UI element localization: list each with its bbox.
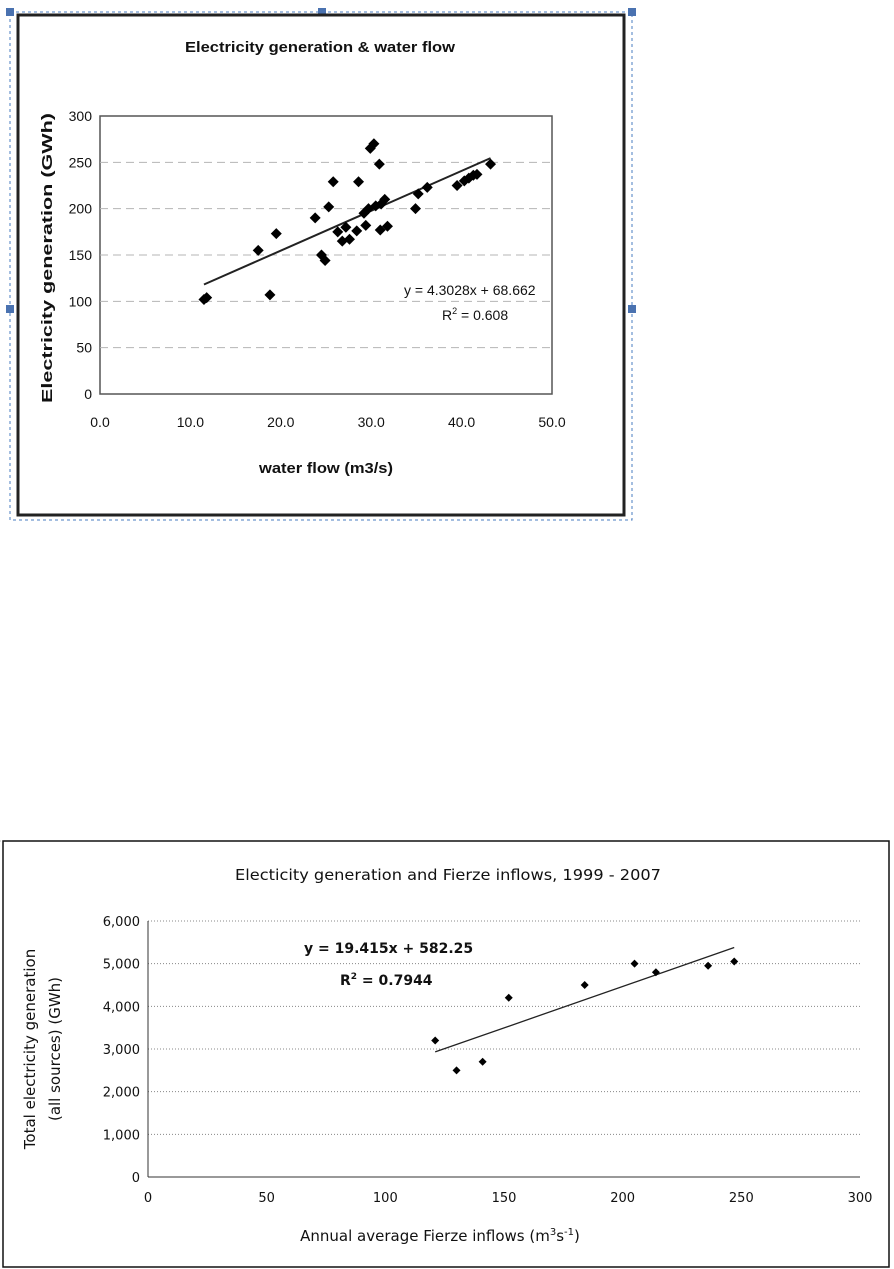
data-point bbox=[379, 193, 391, 205]
data-point bbox=[730, 957, 739, 966]
chart-1-r2-prefix: R bbox=[442, 307, 452, 323]
x-tick-label: 0 bbox=[144, 1191, 152, 1206]
selection-handle-top-center[interactable] bbox=[318, 8, 326, 16]
chart-2-x-axis-label: Annual average Fierze inflows (m3s-1) bbox=[300, 1227, 580, 1245]
data-point bbox=[651, 968, 660, 977]
y-tick-label: 250 bbox=[69, 154, 93, 170]
data-point bbox=[270, 228, 282, 240]
chart-2-x-label-prefix: Annual average Fierze inflows (m bbox=[300, 1227, 550, 1245]
y-tick-label: 4,000 bbox=[103, 1000, 140, 1015]
chart-1-y-axis-label: Electricity generation (GWh) bbox=[39, 113, 56, 403]
data-point bbox=[421, 181, 433, 193]
chart-1-r2: R2 = 0.608 bbox=[442, 306, 508, 323]
chart-2-border bbox=[2, 840, 890, 1268]
y-tick-label: 2,000 bbox=[103, 1086, 140, 1101]
chart-1-y-tick-labels: 0 50 100 150 200 250 300 bbox=[69, 108, 93, 402]
chart-1-title: Electricity generation & water flow bbox=[185, 39, 455, 56]
x-tick-label: 150 bbox=[492, 1191, 517, 1206]
data-point bbox=[381, 220, 393, 232]
data-point bbox=[452, 1066, 461, 1075]
x-tick-label: 50 bbox=[258, 1191, 275, 1206]
y-tick-label: 0 bbox=[84, 386, 92, 402]
data-point bbox=[471, 168, 483, 180]
x-tick-label: 250 bbox=[729, 1191, 754, 1206]
chart-2-x-label-suffix: ) bbox=[574, 1227, 580, 1245]
x-tick-label: 0.0 bbox=[90, 414, 110, 430]
chart-2-r2: R2 = 0.7944 bbox=[340, 972, 433, 989]
chart-2-title: Electicity generation and Fierze inflows… bbox=[235, 866, 661, 884]
chart-2-trendline bbox=[434, 946, 735, 1053]
chart-1-x-tick-labels: 0.0 10.0 20.0 30.0 40.0 50.0 bbox=[90, 414, 566, 430]
y-tick-label: 50 bbox=[76, 340, 92, 356]
selection-handle-top-right[interactable] bbox=[628, 8, 636, 16]
data-point bbox=[368, 138, 380, 150]
data-point bbox=[412, 188, 424, 200]
data-point bbox=[351, 225, 363, 237]
chart-2-r2-value: = 0.7944 bbox=[357, 973, 433, 989]
data-point bbox=[323, 201, 335, 213]
data-point bbox=[309, 212, 321, 224]
data-point bbox=[264, 289, 276, 301]
data-point bbox=[353, 176, 365, 188]
y-tick-label: 200 bbox=[69, 201, 93, 217]
x-tick-label: 300 bbox=[848, 1191, 873, 1206]
chart-2: Electicity generation and Fierze inflows… bbox=[0, 840, 893, 1268]
data-point bbox=[485, 158, 497, 170]
x-tick-label: 30.0 bbox=[358, 414, 385, 430]
data-point bbox=[252, 244, 264, 256]
data-point bbox=[360, 219, 372, 231]
chart-1: Electricity generation & water flow 0 50 1… bbox=[6, 8, 636, 521]
data-point bbox=[332, 226, 344, 238]
x-tick-label: 40.0 bbox=[448, 414, 475, 430]
selection-handle-top-left[interactable] bbox=[6, 8, 14, 16]
data-point bbox=[201, 292, 213, 304]
y-tick-label: 0 bbox=[132, 1171, 140, 1186]
x-tick-label: 200 bbox=[610, 1191, 635, 1206]
chart-1-trendline bbox=[203, 157, 491, 286]
chart-2-x-label-sup1: 3 bbox=[550, 1227, 556, 1238]
x-tick-label: 100 bbox=[373, 1191, 398, 1206]
data-point bbox=[373, 158, 385, 170]
y-tick-label: 300 bbox=[69, 108, 93, 124]
y-tick-label: 100 bbox=[69, 293, 93, 309]
chart-1-x-axis-label: water flow (m3/s) bbox=[258, 460, 393, 477]
data-point bbox=[580, 981, 589, 989]
data-point bbox=[451, 180, 463, 191]
selection-handle-middle-left[interactable] bbox=[6, 305, 14, 313]
data-point bbox=[630, 959, 639, 968]
chart-2-y-axis-label-line2: (all sources) (GWh) bbox=[46, 977, 64, 1121]
data-point bbox=[409, 203, 421, 215]
chart-2-x-tick-labels: 0 50 100 150 200 250 300 bbox=[144, 1191, 873, 1206]
chart-2-x-label-mid: s bbox=[556, 1227, 564, 1245]
y-tick-label: 150 bbox=[69, 247, 93, 263]
chart-2-r2-prefix: R bbox=[340, 973, 351, 989]
selection-frame bbox=[9, 11, 633, 521]
chart-1-equation: y = 4.3028x + 68.662 bbox=[404, 282, 536, 298]
chart-1-r2-value: = 0.608 bbox=[457, 307, 508, 323]
y-tick-label: 6,000 bbox=[103, 915, 140, 930]
chart-2-y-axis-label-line1: Total electricity generation bbox=[21, 949, 39, 1150]
y-tick-label: 3,000 bbox=[103, 1043, 140, 1058]
data-point bbox=[319, 255, 331, 267]
data-point bbox=[504, 993, 513, 1002]
data-point bbox=[327, 176, 339, 188]
data-point bbox=[340, 221, 352, 233]
chart-2-y-tick-labels: 0 1,000 2,000 3,000 4,000 5,000 6,000 bbox=[103, 915, 140, 1186]
y-tick-label: 5,000 bbox=[103, 958, 140, 973]
chart-2-r2-sup: 2 bbox=[351, 972, 357, 982]
chart-2-points bbox=[431, 957, 739, 1075]
x-tick-label: 10.0 bbox=[177, 414, 204, 430]
data-point bbox=[431, 1036, 440, 1045]
y-tick-label: 1,000 bbox=[103, 1128, 140, 1143]
data-point bbox=[704, 961, 713, 970]
chart-2-equation: y = 19.415x + 582.25 bbox=[304, 941, 473, 957]
x-tick-label: 20.0 bbox=[267, 414, 294, 430]
chart-1-r2-sup: 2 bbox=[452, 306, 457, 316]
chart-1-points bbox=[198, 138, 497, 305]
selection-handle-middle-right[interactable] bbox=[628, 305, 636, 313]
data-point bbox=[478, 1057, 487, 1066]
x-tick-label: 50.0 bbox=[538, 414, 565, 430]
data-point bbox=[344, 233, 356, 245]
chart-2-x-label-sup2: -1 bbox=[564, 1227, 574, 1238]
